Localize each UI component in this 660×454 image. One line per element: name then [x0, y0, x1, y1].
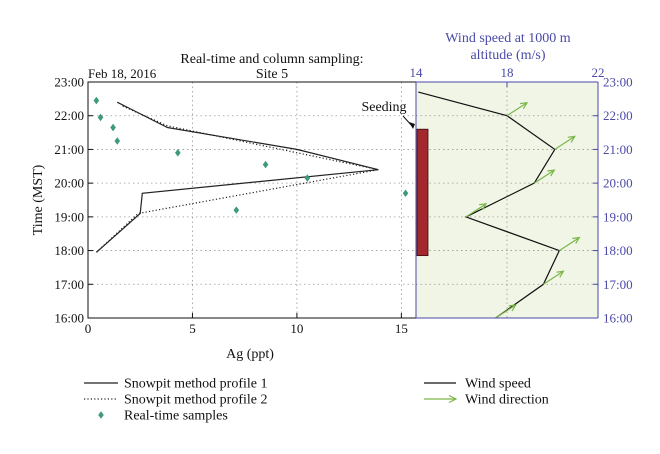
y-tick-label: 21:00	[54, 142, 84, 157]
y-tick-label: 22:00	[54, 108, 84, 123]
wind-direction-arrow	[465, 203, 487, 218]
seeding-label: Seeding	[361, 100, 406, 115]
wind-subtitle: altitude (m/s)	[470, 48, 545, 63]
y-tick-label: 23:00	[54, 75, 84, 90]
realtime-sample-marker	[93, 96, 100, 105]
wind-series-group	[418, 91, 581, 319]
realtime-sample-marker	[304, 174, 311, 182]
wind-direction-arrowhead	[479, 203, 488, 211]
wind-y-tick-label: 20:00	[603, 176, 633, 191]
wind-speed-line	[418, 91, 561, 319]
seeding-group: Seeding	[361, 100, 429, 257]
legend-label: Snowpit method profile 1	[124, 377, 268, 392]
realtime-sample-marker	[233, 206, 240, 214]
wind-y-tick-label: 23:00	[603, 75, 633, 90]
legend-label: Snowpit method profile 2	[124, 393, 268, 408]
wind-direction-arrowhead	[547, 169, 556, 177]
date-label: Feb 18, 2016	[88, 66, 157, 81]
wind-direction-arrowhead	[572, 236, 581, 244]
y-tick-label: 20:00	[54, 176, 84, 191]
chart-subtitle: Site 5	[256, 67, 288, 82]
wind-y-tick-label: 22:00	[603, 108, 633, 123]
y-tick-label: 18:00	[54, 243, 84, 258]
main-axes-frame	[87, 81, 417, 319]
x-axis-label: Ag (ppt)	[226, 347, 274, 362]
main-series-group	[93, 96, 409, 253]
snowpit-profile-2-line	[95, 105, 379, 253]
realtime-sample-marker	[114, 137, 121, 145]
y-axis-label: Time (MST)	[31, 164, 46, 235]
x-tick-label: 5	[189, 321, 196, 336]
y-tick-label: 17:00	[54, 277, 84, 292]
seeding-bar	[416, 128, 429, 257]
wind-direction-arrow	[533, 169, 555, 184]
wind-direction-arrowhead	[520, 101, 529, 110]
realtime-sample-marker	[175, 149, 181, 157]
wind-y-tick-label: 16:00	[603, 311, 633, 326]
wind-direction-arrowhead	[508, 304, 517, 312]
y-tick-label: 19:00	[54, 209, 84, 224]
wind-x-tick-label: 14	[410, 65, 424, 80]
legend-label: Wind speed	[465, 377, 531, 392]
snowpit-profile-1-line	[96, 101, 379, 253]
wind-direction-arrow	[495, 304, 516, 319]
axes-group: 16:00 16:00 17:00 17:00 18:00 18:00 19:00 19:00…	[54, 65, 632, 336]
chart-title: Real-time and column sampling:	[180, 52, 363, 67]
wind-direction-arrow	[554, 135, 576, 150]
y-tick-label: 16:00	[54, 311, 84, 326]
wind-x-tick-label: 18	[501, 65, 514, 80]
wind-direction-arrow	[543, 270, 564, 285]
legend-realtime-marker	[98, 411, 104, 419]
x-tick-label: 10	[290, 321, 303, 336]
realtime-sample-marker	[110, 123, 116, 132]
wind-y-tick-label: 19:00	[603, 209, 633, 224]
legend-label: Wind direction	[465, 393, 549, 408]
wind-y-tick-label: 18:00	[603, 243, 633, 258]
legend-wind-direction-arrowhead	[448, 394, 458, 404]
wind-y-tick-label: 21:00	[603, 142, 633, 157]
wind-title: Wind speed at 1000 m	[445, 31, 571, 46]
wind-y-tick-label: 17:00	[603, 277, 633, 292]
realtime-sample-marker	[97, 113, 104, 122]
realtime-sample-marker	[262, 160, 269, 169]
wind-direction-arrowhead	[556, 270, 565, 278]
legend-label: Real-time samples	[124, 409, 228, 424]
wind-x-tick-label: 22	[592, 65, 605, 80]
x-tick-label: 0	[85, 321, 92, 336]
x-tick-label: 15	[395, 321, 408, 336]
grid-lines	[88, 82, 598, 318]
realtime-sample-marker	[402, 189, 409, 198]
wind-direction-arrowhead	[567, 135, 576, 143]
wind-direction-arrow	[558, 237, 580, 252]
wind-direction-arrow	[506, 102, 528, 117]
seeding-arrow-head	[409, 122, 415, 129]
